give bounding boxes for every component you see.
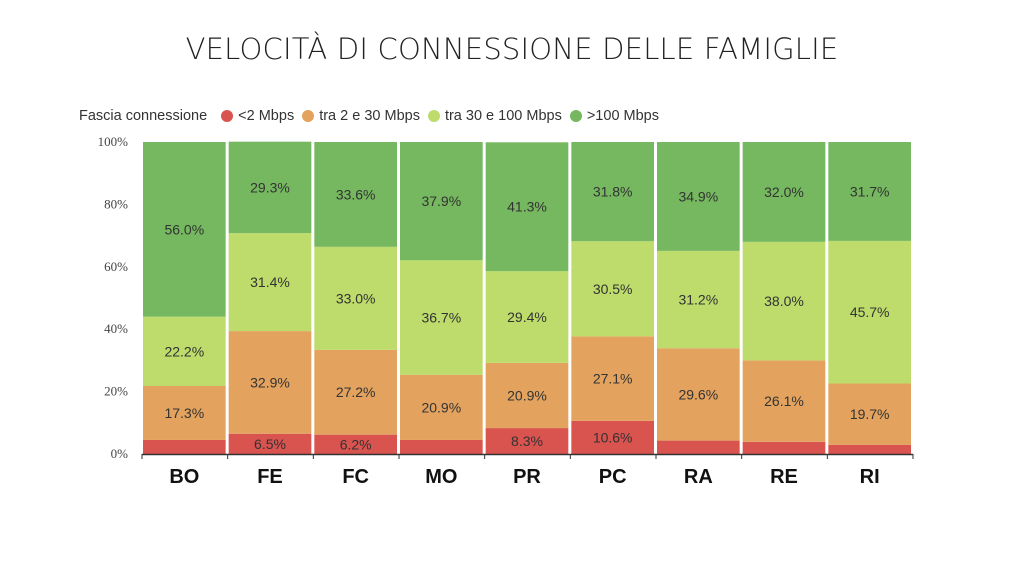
x-tick-label: RE [770,466,798,488]
bar-segment [400,374,483,440]
bar-segment [742,241,826,361]
data-label: 22.2% [164,343,204,359]
bar-segment [314,349,397,435]
bar-segment [314,434,397,454]
y-tick-label: 100% [98,134,129,149]
bar-segment [657,440,740,454]
data-label: 20.9% [421,399,461,415]
legend: Fascia connessione <2 Mbps tra 2 e 30 Mb… [79,106,667,126]
data-label: 8.3% [511,433,543,449]
legend-item-gt100[interactable]: >100 Mbps [569,108,659,124]
bar-segment [228,331,312,434]
data-label: 19.7% [850,406,890,422]
data-label: 33.6% [336,186,376,202]
bar-segment [742,360,826,442]
bar-segment [143,142,226,317]
bar-segment [657,142,740,251]
data-label: 6.5% [254,436,286,452]
bar-segment [228,233,312,332]
bar-segment [742,441,826,454]
legend-label: >100 Mbps [586,108,659,124]
y-tick-label: 60% [104,259,128,274]
bar-segment [314,246,397,350]
x-tick-label: FC [342,466,369,488]
bar-segment [400,142,483,261]
data-label: 17.3% [164,405,204,421]
y-tick-label: 40% [104,321,128,336]
x-tick-label: PR [513,466,541,488]
data-label: 6.2% [340,436,372,452]
legend-item-30-100[interactable]: tra 30 e 100 Mbps [427,108,562,124]
data-label: 45.7% [850,304,890,320]
legend-label: tra 2 e 30 Mbps [319,108,420,124]
x-tick-label: MO [425,466,457,488]
legend-label: tra 30 e 100 Mbps [444,108,562,124]
data-label: 33.0% [336,290,376,306]
legend-dot-icon [302,110,315,122]
data-label: 41.3% [507,199,547,215]
data-label: 29.4% [507,309,547,325]
data-label: 38.0% [764,293,804,309]
data-label: 27.2% [336,384,376,400]
y-tick-label: 20% [104,384,128,399]
legend-item-2-30[interactable]: tra 2 e 30 Mbps [302,108,420,124]
bar-segment [571,336,654,421]
legend-title: Fascia connessione [79,108,208,124]
data-label: 27.1% [593,371,633,387]
data-label: 20.9% [507,388,547,404]
x-tick-label: PC [599,466,627,488]
legend-label: <2 Mbps [238,108,295,124]
bar-segment [400,439,483,454]
x-tick-label: RA [684,466,713,488]
data-label: 29.3% [250,179,290,195]
bar-segment [143,439,226,454]
data-label: 34.9% [678,188,718,204]
bar-segment [571,420,654,454]
bar-segment [828,444,911,454]
data-label: 36.7% [421,310,461,326]
bar-segment [485,142,569,272]
legend-dot-icon [427,110,440,122]
data-label: 31.8% [593,184,633,200]
data-label: 32.0% [764,184,804,200]
data-label: 31.7% [850,183,890,199]
bar-segment [485,428,569,454]
chart-title: VELOCITÀ DI CONNESSIONE DELLE FAMIGLIE [185,32,839,66]
bar-segment [828,240,911,384]
y-tick-label: 80% [104,196,128,211]
bar-segment [571,142,654,242]
x-tick-label: FE [257,466,283,488]
data-label: 10.6% [593,429,633,445]
data-label: 31.4% [250,274,290,290]
legend-dot-icon [221,110,234,122]
bar-segment [485,271,569,363]
data-label: 31.2% [678,292,718,308]
bar-segment [742,142,826,242]
legend-item-lt2[interactable]: <2 Mbps [221,108,294,124]
bar-segment [828,142,911,241]
bar-segment [571,241,654,337]
data-label: 29.6% [678,386,718,402]
bar-segment [314,142,397,247]
x-tick-label: RI [860,466,880,488]
bar-segment [228,141,312,234]
x-tick-label: BO [169,466,199,488]
y-tick-label: 0% [111,446,129,461]
bar-segment [485,362,569,429]
data-label: 26.1% [764,393,804,409]
bar-segment [657,348,740,441]
bar-segment [228,433,312,454]
data-label: 37.9% [421,193,461,209]
bar-segment [657,250,740,349]
data-label: 56.0% [164,221,204,237]
data-label: 30.5% [593,281,633,297]
bar-segment [400,260,483,375]
legend-dot-icon [569,110,582,122]
bar-segment [828,383,911,445]
bar-segment [143,385,226,440]
data-label: 32.9% [250,374,290,390]
bar-segment [143,316,226,386]
